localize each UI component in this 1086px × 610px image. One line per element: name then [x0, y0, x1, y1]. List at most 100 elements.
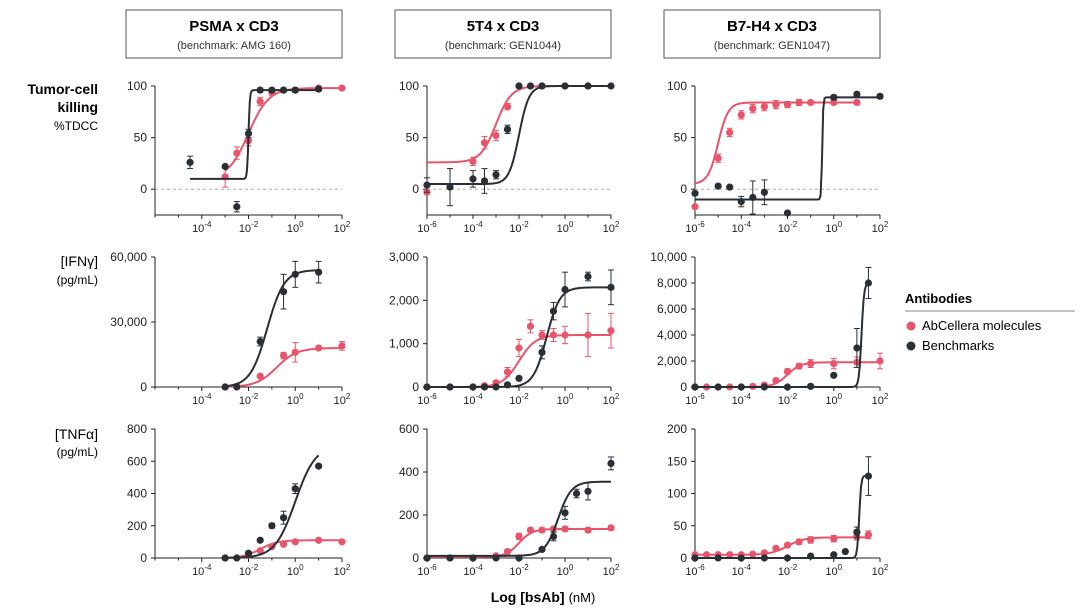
row-label-ifng: [IFNγ] (pg/mL)	[57, 253, 98, 287]
x-tick-exponent: 2	[615, 220, 620, 229]
data-point-abcellera	[492, 131, 500, 140]
x-tick-exponent: 2	[346, 220, 351, 229]
y-tick-label: 6,000	[657, 302, 687, 316]
x-tick-base: 10	[603, 223, 615, 235]
data-point-benchmark	[446, 183, 454, 191]
data-point-benchmark	[446, 554, 454, 562]
data-point-benchmark	[515, 374, 523, 382]
x-tick-base: 10	[239, 223, 251, 235]
data-point-benchmark	[760, 383, 768, 391]
data-point-abcellera	[853, 98, 861, 107]
data-point-abcellera	[538, 526, 546, 534]
data-point-benchmark	[561, 509, 569, 517]
data-point-benchmark	[726, 183, 734, 191]
data-point-abcellera	[469, 157, 477, 165]
data-point-benchmark	[480, 177, 489, 185]
x-tick-base: 10	[603, 566, 615, 578]
x-tick-label: 100	[825, 220, 842, 235]
x-tick-label: 10-4	[732, 392, 752, 407]
data-point-benchmark	[233, 554, 241, 562]
x-tick-label: 10-2	[778, 220, 798, 235]
data-point-abcellera	[515, 532, 523, 541]
y-tick-label: 200	[127, 519, 147, 533]
x-tick-base: 10	[239, 395, 251, 407]
data-point-benchmark	[584, 272, 592, 281]
x-tick-exponent: -2	[251, 392, 259, 401]
data-point-benchmark	[783, 554, 792, 562]
x-tick-label: 102	[872, 392, 889, 407]
y-tick-label: 600	[127, 454, 147, 468]
row-label-sub: %TDCC	[54, 119, 98, 133]
x-tick-label: 102	[603, 563, 620, 578]
x-tick-exponent: -2	[790, 563, 798, 572]
y-tick-label: 100	[667, 487, 687, 501]
x-tick-label: 10-4	[463, 392, 483, 407]
data-point-abcellera	[584, 331, 592, 339]
data-point-benchmark	[492, 554, 500, 562]
x-tick-exponent: -4	[476, 563, 484, 572]
fit-curve-abcellera	[694, 101, 857, 185]
x-tick-exponent: -4	[204, 220, 212, 229]
data-point-abcellera	[783, 100, 792, 109]
data-point-benchmark	[315, 268, 323, 276]
data-point-benchmark	[749, 193, 757, 202]
data-point-abcellera	[726, 551, 734, 559]
data-point-benchmark	[538, 348, 546, 356]
x-tick-label: 100	[287, 392, 304, 407]
x-tick-label: 10-4	[192, 563, 212, 578]
data-point-benchmark	[714, 554, 722, 562]
data-point-benchmark	[515, 82, 523, 90]
x-tick-label: 100	[287, 563, 304, 578]
data-point-benchmark	[830, 551, 838, 559]
x-tick-base: 10	[872, 223, 884, 235]
column-title: B7-H4 x CD3	[727, 18, 817, 35]
x-tick-label: 10-2	[239, 392, 259, 407]
data-point-abcellera	[607, 327, 615, 335]
x-tick-label: 10-4	[192, 392, 212, 407]
y-tick-label: 2,000	[657, 354, 687, 368]
x-tick-base: 10	[463, 223, 475, 235]
data-point-benchmark	[291, 485, 299, 493]
row-label-sub: (pg/mL)	[57, 445, 98, 459]
x-tick-exponent: -4	[204, 563, 212, 572]
data-point-abcellera	[503, 547, 512, 556]
data-point-benchmark	[186, 158, 194, 166]
fit-curve-benchmark	[427, 480, 612, 557]
data-point-benchmark	[561, 82, 569, 90]
x-tick-label: 102	[872, 563, 889, 578]
data-point-benchmark	[469, 383, 477, 391]
x-tick-exponent: 2	[615, 392, 620, 401]
x-tick-base: 10	[557, 223, 569, 235]
x-tick-label: 100	[825, 392, 842, 407]
x-tick-base: 10	[192, 566, 204, 578]
data-point-benchmark	[853, 344, 861, 352]
x-tick-exponent: 2	[884, 392, 889, 401]
x-tick-label: 102	[872, 220, 889, 235]
data-point-abcellera	[538, 331, 546, 339]
x-tick-exponent: 0	[299, 392, 304, 401]
x-tick-base: 10	[825, 223, 837, 235]
x-tick-exponent: -6	[698, 392, 706, 401]
y-tick-label: 0	[140, 551, 147, 565]
fit-curve-abcellera	[225, 347, 343, 388]
data-point-abcellera	[279, 351, 288, 360]
x-tick-exponent: -2	[522, 563, 530, 572]
legend: Antibodies AbCellera molecules Benchmark…	[905, 291, 1075, 353]
x-tick-exponent: -2	[251, 563, 259, 572]
data-point-abcellera	[795, 98, 803, 107]
fit-curve-benchmark	[695, 282, 869, 388]
x-tick-label: 10-2	[509, 392, 529, 407]
column-header-5t4: 5T4 x CD3 (benchmark: GEN1044)	[394, 9, 612, 59]
data-point-benchmark	[549, 532, 558, 541]
data-point-benchmark	[469, 175, 477, 183]
fit-curve-abcellera	[695, 536, 869, 556]
data-point-abcellera	[749, 550, 757, 558]
data-point-benchmark	[423, 383, 431, 391]
data-point-benchmark	[268, 522, 276, 530]
